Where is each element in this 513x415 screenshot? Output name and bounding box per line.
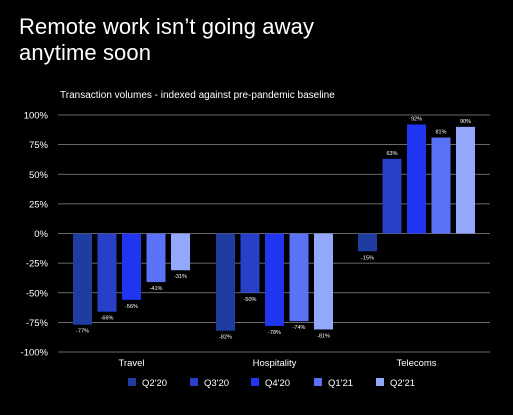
y-tick-label: 100% xyxy=(24,111,49,122)
x-tick-label: Telecoms xyxy=(396,358,436,369)
bar xyxy=(314,233,333,330)
data-label: -50% xyxy=(244,297,257,303)
bar xyxy=(382,158,402,234)
legend-swatch xyxy=(190,378,198,386)
data-label: 81% xyxy=(435,130,446,136)
y-tick-label: 25% xyxy=(29,199,49,210)
y-tick-label: -75% xyxy=(26,318,49,329)
legend-swatch xyxy=(314,378,322,386)
bar xyxy=(289,233,309,322)
bar xyxy=(358,233,377,252)
legend-label: Q2'21 xyxy=(390,378,415,389)
legend-label: Q3'20 xyxy=(204,378,229,389)
legend-swatch xyxy=(251,378,259,386)
page-title: Remote work isn’t going away anytime soo… xyxy=(19,14,315,65)
data-label: 90% xyxy=(460,119,471,125)
data-label: -78% xyxy=(268,330,281,336)
legend: Q2'20 Q3'20 Q4'20 Q1'21 Q2'21 xyxy=(128,378,415,389)
bar xyxy=(97,233,117,312)
x-tick-label: Travel xyxy=(118,358,144,369)
data-label: -31% xyxy=(174,274,187,280)
bar xyxy=(146,233,166,283)
bar xyxy=(407,124,426,234)
data-label: -15% xyxy=(361,255,374,261)
data-label: -41% xyxy=(150,286,163,292)
x-axis-ticks: Travel Hospitality Telecoms xyxy=(118,358,436,369)
y-tick-label: 50% xyxy=(29,170,49,181)
legend-swatch xyxy=(128,378,136,386)
bar xyxy=(265,233,284,326)
y-axis-ticks: 100% 75% 50% 25% 0% -25% -50% -75% -100% xyxy=(21,111,49,359)
data-label: -81% xyxy=(317,333,330,339)
bar xyxy=(456,126,475,234)
legend-label: Q1'21 xyxy=(328,378,353,389)
x-tick-label: Hospitality xyxy=(253,358,297,369)
y-tick-label: -50% xyxy=(26,288,49,299)
bar xyxy=(216,233,235,331)
bar xyxy=(171,233,190,271)
data-label: -74% xyxy=(293,325,306,331)
data-label: -77% xyxy=(76,329,89,335)
bar xyxy=(431,137,451,234)
data-label: 92% xyxy=(411,116,422,122)
bars xyxy=(73,124,475,331)
y-tick-label: 0% xyxy=(34,229,48,240)
data-label: -56% xyxy=(125,304,138,310)
legend-label: Q4'20 xyxy=(265,378,290,389)
bar xyxy=(73,233,92,325)
y-tick-label: -25% xyxy=(26,259,49,270)
legend-swatch xyxy=(376,378,384,386)
bar xyxy=(122,233,141,300)
bar xyxy=(240,233,260,293)
legend-label: Q2'20 xyxy=(142,378,167,389)
data-labels: -77% -66% -56% -41% -31% -82% -50% -78% -74% -81%… xyxy=(76,116,471,340)
data-label: -82% xyxy=(219,335,232,341)
data-label: 63% xyxy=(386,151,397,157)
y-tick-label: -100% xyxy=(21,348,49,359)
data-label: -66% xyxy=(101,316,114,322)
chart-title: Transaction volumes - indexed against pr… xyxy=(60,90,335,101)
y-tick-label: 75% xyxy=(29,140,49,151)
